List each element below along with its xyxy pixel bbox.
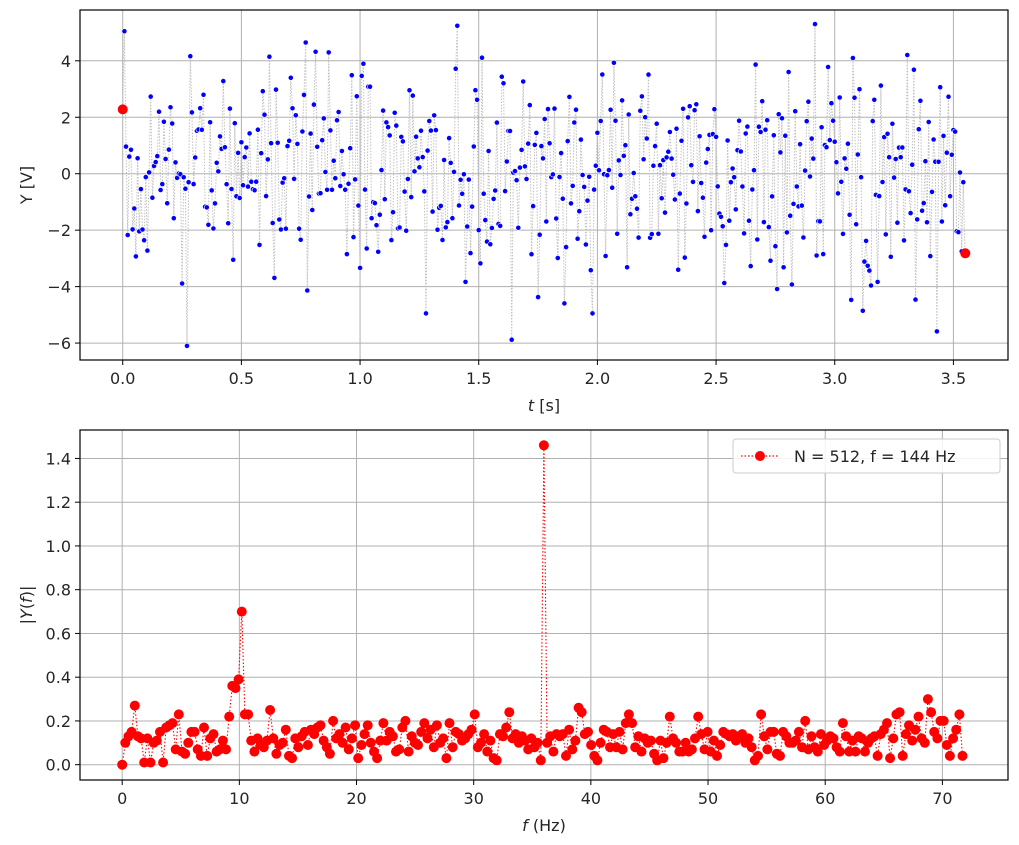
y-tick-label: 0.6	[46, 624, 71, 643]
spectrum-points	[117, 440, 968, 770]
x-tick-label: 2.0	[585, 369, 610, 388]
bottom-y-ticks: 0.0 0.2 0.4 0.6 0.8 1.0 1.2 1.4	[46, 449, 80, 775]
y-tick-label: −2	[47, 221, 71, 240]
time-domain-plot: 0.0 0.5 1.0 1.5 2.0 2.5 3.0 3.5 −6 −4 −2 0 2 4 t [s]…	[17, 9, 1009, 415]
y-tick-label: −6	[47, 334, 71, 353]
top-signal-line	[122, 24, 966, 346]
x-tick-label: 40	[581, 789, 601, 808]
x-tick-label: 0.5	[229, 369, 254, 388]
bottom-axes-frame	[79, 429, 1009, 781]
x-tick-label: 3.5	[941, 369, 966, 388]
y-tick-label: 0.8	[46, 581, 71, 600]
x-tick-label: 20	[346, 789, 366, 808]
y-tick-label: 1.0	[46, 537, 71, 556]
x-tick-label: 0.0	[110, 369, 135, 388]
x-tick-label: 50	[698, 789, 718, 808]
bottom-y-axis-label: |Y(f)|	[17, 586, 36, 625]
top-y-ticks: −6 −4 −2 0 2 4	[47, 52, 80, 353]
y-tick-label: 0.4	[46, 668, 71, 687]
y-tick-label: 2	[61, 108, 71, 127]
y-tick-label: −4	[47, 278, 71, 297]
legend: N = 512, f = 144 Hz	[732, 438, 1001, 474]
x-tick-label: 2.5	[703, 369, 728, 388]
x-tick-label: 0	[117, 789, 127, 808]
highlight-point-last	[960, 248, 971, 259]
bottom-x-ticks: 0 10 20 30 40 50 60 70	[117, 780, 953, 808]
frequency-domain-plot: 0 10 20 30 40 50 60 70 0.0 0.2 0.4 0.6 0.8 1.0 1.2 1.4…	[17, 429, 1009, 835]
y-tick-label: 0	[61, 165, 71, 184]
legend-box	[732, 438, 1001, 474]
top-highlight-points	[117, 104, 971, 259]
top-x-ticks: 0.0 0.5 1.0 1.5 2.0 2.5 3.0 3.5	[110, 360, 966, 388]
x-tick-label: 70	[932, 789, 952, 808]
x-tick-label: 30	[464, 789, 484, 808]
x-tick-label: 10	[229, 789, 249, 808]
x-tick-label: 1.5	[466, 369, 491, 388]
legend-marker-icon	[755, 451, 765, 461]
top-x-axis-label: t [s]	[528, 396, 560, 415]
x-tick-label: 1.0	[347, 369, 372, 388]
y-tick-label: 1.4	[46, 449, 71, 468]
top-signal-points	[119, 21, 968, 349]
x-tick-label: 60	[815, 789, 835, 808]
highlight-point-first	[117, 104, 128, 115]
y-tick-label: 0.0	[46, 756, 71, 775]
x-tick-label: 3.0	[822, 369, 847, 388]
y-tick-label: 4	[61, 52, 71, 71]
y-tick-label: 1.2	[46, 493, 71, 512]
legend-label: N = 512, f = 144 Hz	[794, 447, 956, 466]
top-grid	[80, 10, 1008, 360]
bottom-x-axis-label: f (Hz)	[522, 816, 566, 835]
top-y-axis-label: Y [V]	[17, 166, 36, 205]
y-tick-label: 0.2	[46, 712, 71, 731]
top-axes-frame	[79, 9, 1009, 361]
